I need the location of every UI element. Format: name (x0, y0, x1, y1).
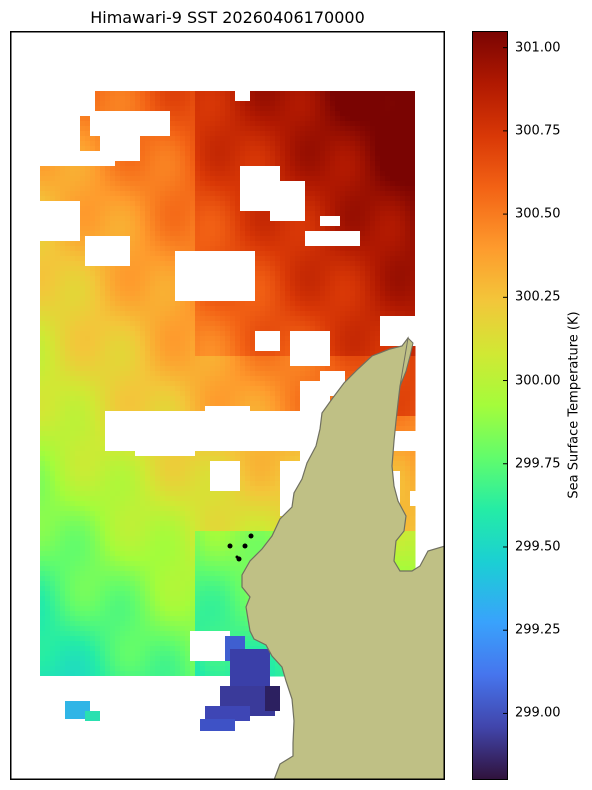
observation-point (242, 543, 248, 549)
map-border (10, 31, 445, 780)
colorbar-tick-label: 300.75 (515, 123, 561, 139)
low-temperature-patch (65, 636, 280, 731)
sst-map (10, 31, 445, 780)
colorbar-label: Sea Surface Temperature (K) (566, 311, 582, 499)
colorbar-tick-label: 300.00 (515, 373, 561, 389)
colorbar-tick-label: 300.25 (515, 289, 561, 305)
colorbar-tick-label: 300.50 (515, 206, 561, 222)
land-mass (241, 336, 445, 780)
colorbar-tick-label: 299.25 (515, 622, 561, 638)
colorbar-ticks (503, 47, 508, 714)
observation-points (227, 533, 254, 562)
observation-point (248, 533, 254, 539)
colorbar-gradient (472, 31, 508, 780)
colorbar-tick-label: 299.50 (515, 539, 561, 555)
map-title: Himawari-9 SST 20260406170000 (90, 8, 365, 27)
land-mass-north (399, 336, 414, 387)
colorbar-tick-label: 299.75 (515, 456, 561, 472)
colorbar (472, 31, 508, 780)
observation-point (227, 543, 233, 549)
colorbar-tick-label: 301.00 (515, 40, 561, 56)
colorbar-tick-label: 299.00 (515, 705, 561, 721)
observation-point (235, 555, 239, 559)
